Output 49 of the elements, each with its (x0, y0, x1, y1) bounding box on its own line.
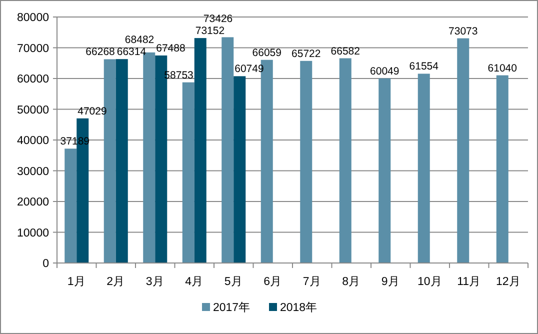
x-tick-label: 4月 (185, 275, 204, 288)
bar (418, 74, 430, 263)
x-tick-label: 7月 (302, 275, 322, 288)
x-tick-label: 11月 (457, 275, 482, 288)
data-label: 66268 (86, 46, 115, 58)
y-tick-label: 50000 (17, 104, 49, 116)
bar (457, 38, 470, 263)
data-label: 61040 (488, 62, 517, 74)
bar (300, 60, 312, 263)
x-tick-label: 12月 (496, 275, 521, 288)
data-label: 67488 (156, 42, 186, 54)
bar (339, 58, 352, 263)
bar (64, 148, 77, 263)
data-label: 61554 (409, 60, 438, 73)
bar (194, 38, 206, 263)
bar (378, 78, 391, 263)
y-tick-label: 0 (42, 258, 49, 270)
y-tick-label: 80000 (17, 12, 49, 24)
x-tick-label: 5月 (224, 275, 243, 288)
data-label: 60049 (370, 65, 400, 78)
x-tick-label: 9月 (381, 275, 400, 288)
y-tick-label: 20000 (17, 196, 49, 208)
data-label: 73073 (448, 25, 478, 38)
data-label: 66059 (252, 46, 282, 59)
x-tick-label: 2月 (106, 275, 126, 288)
x-tick-label: 1月 (67, 275, 86, 288)
x-tick-label: 3月 (146, 275, 164, 288)
data-label: 73426 (203, 13, 233, 26)
bar (116, 59, 128, 263)
y-tick-label: 60000 (17, 74, 49, 86)
y-tick-label: 30000 (17, 166, 49, 178)
y-tick-label: 40000 (17, 135, 49, 147)
x-tick-label: 10月 (417, 275, 442, 288)
data-label: 37189 (60, 136, 90, 148)
bar (182, 82, 194, 263)
bar (496, 75, 508, 263)
y-tick-label: 70000 (17, 42, 49, 55)
bar (234, 76, 246, 263)
x-tick-label: 6月 (264, 275, 282, 288)
y-tick-label: 10000 (17, 227, 49, 240)
data-label: 66582 (330, 45, 360, 58)
data-label: 65722 (292, 48, 321, 60)
legend-label: 2018年 (280, 301, 318, 314)
legend-label: 2017年 (213, 301, 251, 314)
data-label: 66314 (116, 46, 146, 58)
x-tick-label: 8月 (342, 275, 361, 288)
bar (222, 37, 234, 263)
data-label: 68482 (124, 34, 154, 46)
data-label: 73152 (195, 25, 225, 38)
